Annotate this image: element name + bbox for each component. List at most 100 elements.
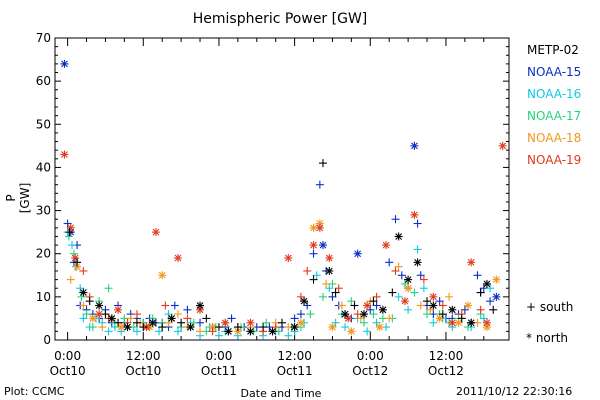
point-noaa-18 [464, 301, 473, 310]
point-metp-02 [107, 314, 116, 323]
point-noaa-17 [359, 318, 368, 327]
point-noaa-19 [419, 275, 428, 284]
point-noaa-16 [372, 318, 381, 327]
point-noaa-16 [419, 284, 428, 293]
point-noaa-15 [309, 249, 318, 258]
point-noaa-19 [284, 254, 293, 263]
point-metp-02 [114, 318, 123, 327]
point-noaa-19 [271, 323, 280, 332]
point-noaa-15 [366, 305, 375, 314]
point-noaa-19 [66, 223, 75, 232]
point-noaa-19 [71, 254, 80, 263]
point-metp-02 [318, 159, 327, 168]
point-noaa-15 [372, 301, 381, 310]
point-noaa-19 [325, 254, 334, 263]
point-noaa-19 [400, 297, 409, 306]
point-noaa-18 [435, 314, 444, 323]
point-noaa-16 [312, 271, 321, 280]
point-noaa-19 [391, 266, 400, 275]
x-tick-label-time: 0:00 [357, 349, 384, 363]
legend-entry-noaa-16: NOAA-16 [527, 87, 582, 101]
x-tick-label-date: Oct10 [50, 364, 86, 378]
point-metp-02 [476, 288, 485, 297]
point-metp-02 [331, 288, 340, 297]
x-tick-label-date: Oct12 [352, 364, 388, 378]
point-noaa-16 [363, 327, 372, 336]
chart-title: Hemispheric Power [GW] [192, 11, 368, 27]
point-noaa-15 [170, 301, 179, 310]
point-metp-02 [259, 323, 268, 332]
point-noaa-19 [438, 301, 447, 310]
point-noaa-16 [104, 327, 113, 336]
point-noaa-16 [164, 310, 173, 319]
point-noaa-15 [63, 219, 72, 228]
point-metp-02 [290, 323, 299, 332]
point-noaa-17 [64, 232, 73, 241]
point-noaa-17 [82, 310, 91, 319]
point-metp-02 [457, 314, 466, 323]
point-noaa-16 [331, 318, 340, 327]
point-noaa-19 [410, 210, 419, 219]
point-metp-02 [438, 310, 447, 319]
point-noaa-17 [262, 318, 271, 327]
point-noaa-19 [151, 228, 160, 237]
point-noaa-19 [363, 301, 372, 310]
point-noaa-17 [369, 310, 378, 319]
point-noaa-19 [161, 301, 170, 310]
point-metp-02 [388, 288, 397, 297]
point-noaa-19 [79, 266, 88, 275]
point-noaa-19 [334, 284, 343, 293]
x-axis-label: Date and Time [241, 387, 322, 400]
point-metp-02 [202, 314, 211, 323]
point-metp-02 [148, 318, 157, 327]
legend-entry-noaa-17: NOAA-17 [527, 109, 582, 123]
point-noaa-16 [173, 327, 182, 336]
x-tick-label-date: Oct11 [201, 364, 237, 378]
point-noaa-19 [467, 258, 476, 267]
y-tick-label: 10 [36, 290, 51, 304]
x-tick-label-time: 0:00 [54, 349, 81, 363]
point-noaa-15 [353, 249, 362, 258]
point-noaa-18 [445, 292, 454, 301]
point-noaa-18 [347, 327, 356, 336]
point-noaa-17 [347, 297, 356, 306]
y-tick-label: 60 [36, 74, 51, 88]
point-noaa-19 [309, 241, 318, 250]
point-noaa-15 [290, 314, 299, 323]
point-noaa-19 [183, 314, 192, 323]
point-metp-02 [309, 275, 318, 284]
legend-south: + south [526, 300, 573, 314]
point-noaa-15 [473, 271, 482, 280]
point-metp-02 [224, 327, 233, 336]
x-tick-label-date: Oct12 [428, 364, 464, 378]
point-noaa-18 [426, 305, 435, 314]
point-noaa-16 [404, 305, 413, 314]
y-tick-label: 0 [43, 333, 51, 347]
point-noaa-15 [303, 301, 312, 310]
point-noaa-17 [410, 288, 419, 297]
point-noaa-18 [404, 284, 413, 293]
point-noaa-18 [356, 314, 365, 323]
point-noaa-15 [227, 314, 236, 323]
point-noaa-19 [429, 292, 438, 301]
point-metp-02 [79, 288, 88, 297]
point-noaa-18 [492, 275, 501, 284]
timestamp: 2011/10/12 22:30:16 [456, 385, 573, 398]
plus-icon: + [526, 300, 537, 314]
point-noaa-17 [318, 292, 327, 301]
point-noaa-17 [423, 310, 432, 319]
point-noaa-18 [79, 301, 88, 310]
point-metp-02 [268, 327, 277, 336]
y-tick-label: 40 [36, 160, 51, 174]
point-noaa-19 [114, 305, 123, 314]
point-metp-02 [123, 323, 132, 332]
point-noaa-19 [476, 305, 485, 314]
point-noaa-15 [328, 292, 337, 301]
point-metp-02 [101, 310, 110, 319]
point-noaa-18 [385, 314, 394, 323]
point-metp-02 [85, 297, 94, 306]
point-noaa-19 [132, 310, 141, 319]
point-metp-02 [177, 318, 186, 327]
point-metp-02 [489, 305, 498, 314]
